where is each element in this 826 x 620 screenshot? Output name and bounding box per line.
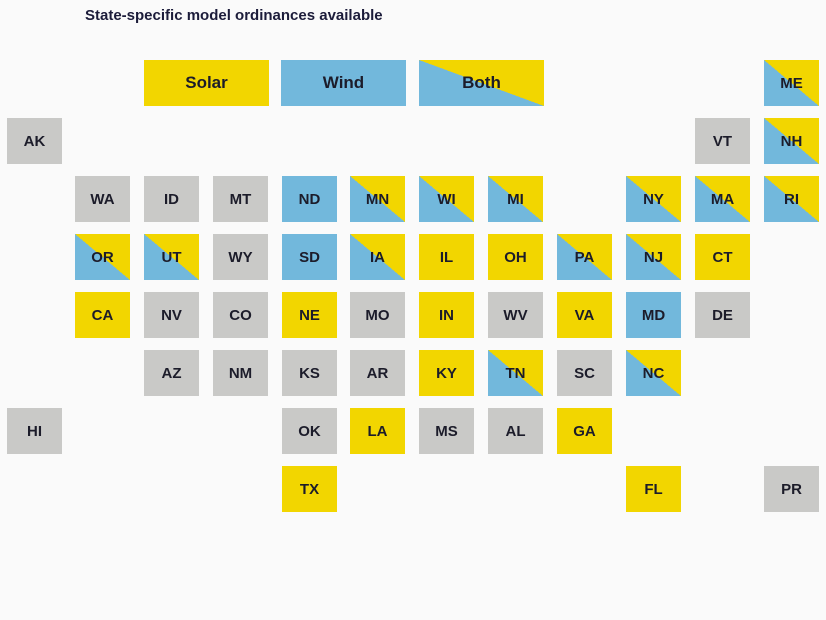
state-tile-ct: CT <box>695 234 750 280</box>
state-tile-wa: WA <box>75 176 130 222</box>
state-tile-tn: TN <box>488 350 543 396</box>
state-tile-or: OR <box>75 234 130 280</box>
legend-wind: Wind <box>281 60 406 106</box>
state-tile-ut: UT <box>144 234 199 280</box>
state-tile-vt: VT <box>695 118 750 164</box>
state-tile-la: LA <box>350 408 405 454</box>
state-tile-mn: MN <box>350 176 405 222</box>
legend-both: Both <box>419 60 544 106</box>
state-tile-id: ID <box>144 176 199 222</box>
state-tile-wi: WI <box>419 176 474 222</box>
state-tile-ga: GA <box>557 408 612 454</box>
state-tile-sc: SC <box>557 350 612 396</box>
map-title: State-specific model ordinances availabl… <box>85 7 383 24</box>
state-tile-nc: NC <box>626 350 681 396</box>
state-tile-va: VA <box>557 292 612 338</box>
state-tile-ia: IA <box>350 234 405 280</box>
state-tile-oh: OH <box>488 234 543 280</box>
state-tile-tx: TX <box>282 466 337 512</box>
state-tile-co: CO <box>213 292 268 338</box>
state-tile-hi: HI <box>7 408 62 454</box>
state-tile-ne: NE <box>282 292 337 338</box>
state-tile-wy: WY <box>213 234 268 280</box>
state-tile-mi: MI <box>488 176 543 222</box>
state-tile-ca: CA <box>75 292 130 338</box>
state-tile-ms: MS <box>419 408 474 454</box>
state-tile-wv: WV <box>488 292 543 338</box>
state-tile-in: IN <box>419 292 474 338</box>
state-tile-nj: NJ <box>626 234 681 280</box>
state-tile-mt: MT <box>213 176 268 222</box>
legend-solar: Solar <box>144 60 269 106</box>
state-tile-ri: RI <box>764 176 819 222</box>
state-tile-nm: NM <box>213 350 268 396</box>
state-tile-mo: MO <box>350 292 405 338</box>
state-tile-il: IL <box>419 234 474 280</box>
state-tile-me: ME <box>764 60 819 106</box>
state-tile-al: AL <box>488 408 543 454</box>
state-tile-nd: ND <box>282 176 337 222</box>
state-tile-nv: NV <box>144 292 199 338</box>
state-tile-md: MD <box>626 292 681 338</box>
state-tile-ok: OK <box>282 408 337 454</box>
state-tile-pr: PR <box>764 466 819 512</box>
state-tile-ak: AK <box>7 118 62 164</box>
state-tile-sd: SD <box>282 234 337 280</box>
state-tile-nh: NH <box>764 118 819 164</box>
state-tile-ar: AR <box>350 350 405 396</box>
state-tile-fl: FL <box>626 466 681 512</box>
state-tile-az: AZ <box>144 350 199 396</box>
state-tile-ks: KS <box>282 350 337 396</box>
state-tile-de: DE <box>695 292 750 338</box>
state-tile-ma: MA <box>695 176 750 222</box>
state-tile-ky: KY <box>419 350 474 396</box>
state-tile-ny: NY <box>626 176 681 222</box>
state-tile-pa: PA <box>557 234 612 280</box>
